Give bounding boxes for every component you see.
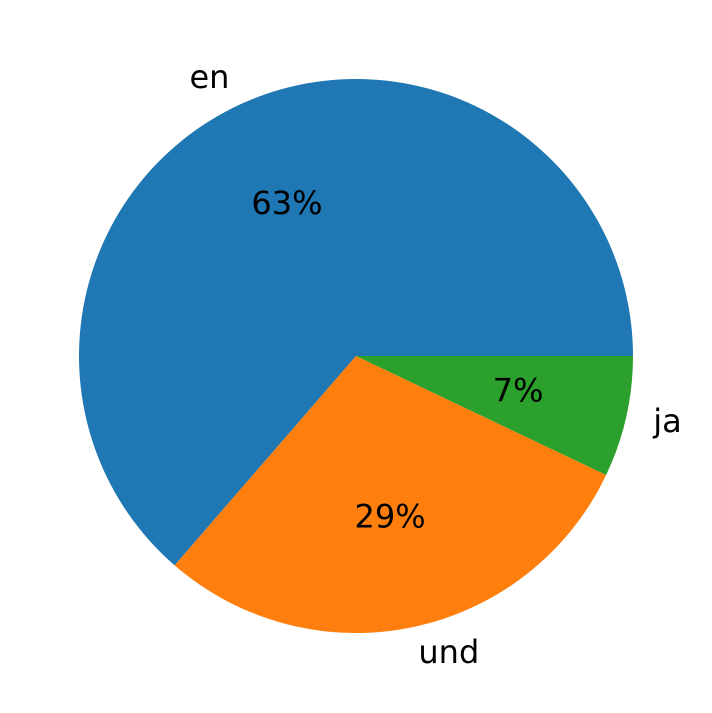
slice-label: und bbox=[418, 633, 479, 671]
pie-slice bbox=[78, 78, 633, 566]
value-label: 7% bbox=[493, 372, 544, 410]
slice-label: ja bbox=[652, 402, 682, 440]
slice-label: en bbox=[189, 58, 229, 96]
pie-slice bbox=[356, 356, 633, 476]
pie-slice bbox=[174, 356, 607, 633]
value-label: 63% bbox=[251, 184, 322, 222]
value-label: 29% bbox=[354, 498, 425, 536]
